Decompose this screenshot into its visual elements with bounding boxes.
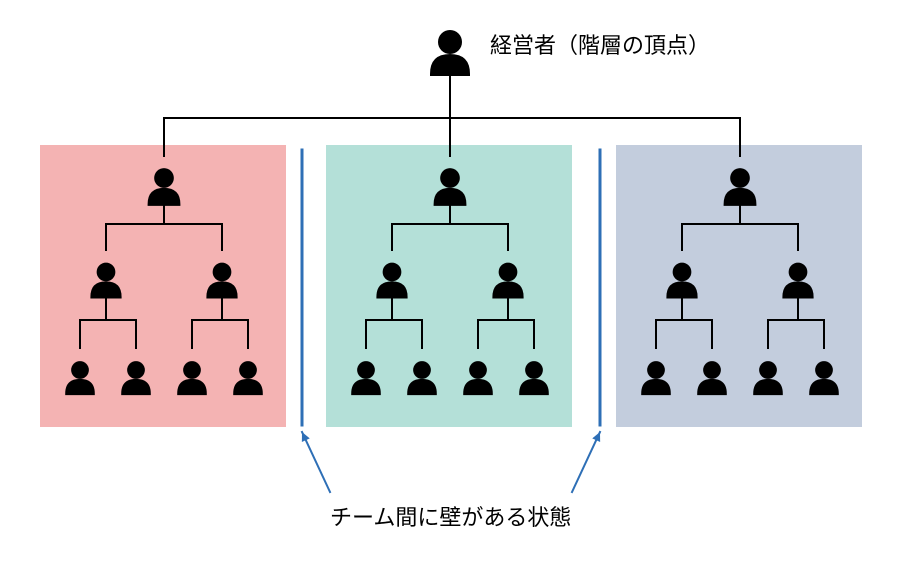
executive-icon <box>430 30 470 76</box>
org-diagram <box>0 0 900 561</box>
connector-lines <box>164 72 740 156</box>
label-executive: 経営者（階層の頂点） <box>490 28 710 60</box>
label-walls-between-teams: チーム間に壁がある状態 <box>330 500 571 532</box>
arrows-to-walls <box>302 432 600 492</box>
